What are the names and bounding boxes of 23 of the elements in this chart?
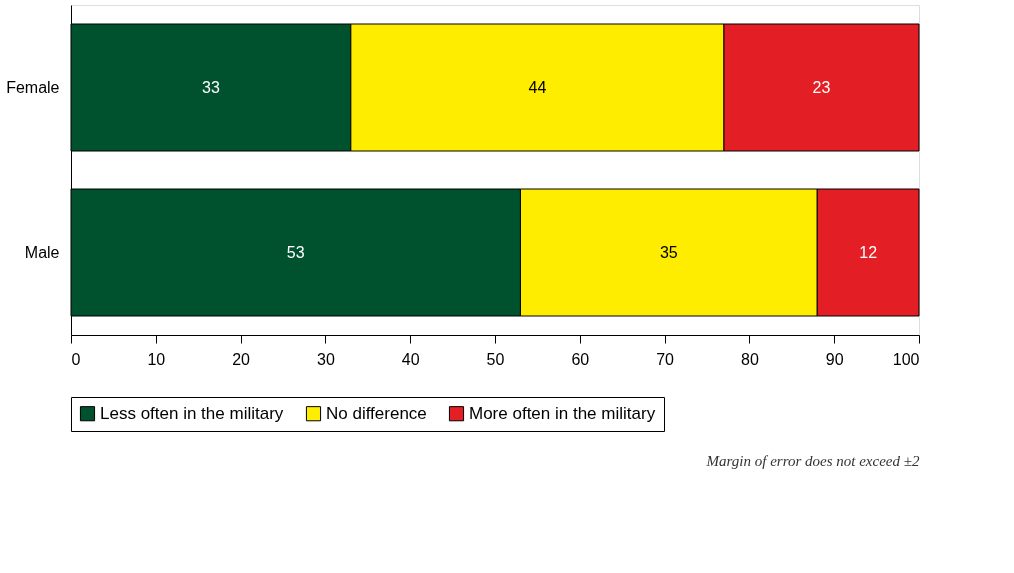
- x-tick-label: 100: [892, 350, 920, 368]
- x-tick-label: 20: [232, 350, 251, 368]
- data-label: 53: [286, 243, 305, 261]
- y-tick-label: Male: [24, 243, 60, 261]
- x-tick-label: 40: [401, 350, 420, 368]
- x-tick-label: 0: [71, 350, 81, 368]
- x-tick-label: 80: [741, 350, 759, 368]
- x-tick-label: 10: [147, 350, 166, 368]
- data-label: 23: [812, 78, 831, 96]
- x-tick-label: 60: [571, 350, 590, 368]
- legend-label: More often in the military: [469, 403, 656, 423]
- data-label: 44: [528, 78, 547, 96]
- legend-label: No difference: [326, 403, 427, 423]
- data-label: 12: [859, 243, 878, 261]
- x-tick-label: 90: [825, 350, 844, 368]
- data-label: 35: [659, 243, 678, 261]
- legend-label: Less often in the military: [100, 403, 284, 423]
- x-tick-label: 30: [317, 350, 335, 368]
- data-label: 33: [202, 78, 220, 96]
- text: Margin of error does not exceed ±2: [705, 452, 920, 469]
- x-tick-label: 50: [486, 350, 505, 368]
- y-tick-label: Female: [6, 78, 60, 96]
- x-tick-label: 70: [656, 350, 675, 368]
